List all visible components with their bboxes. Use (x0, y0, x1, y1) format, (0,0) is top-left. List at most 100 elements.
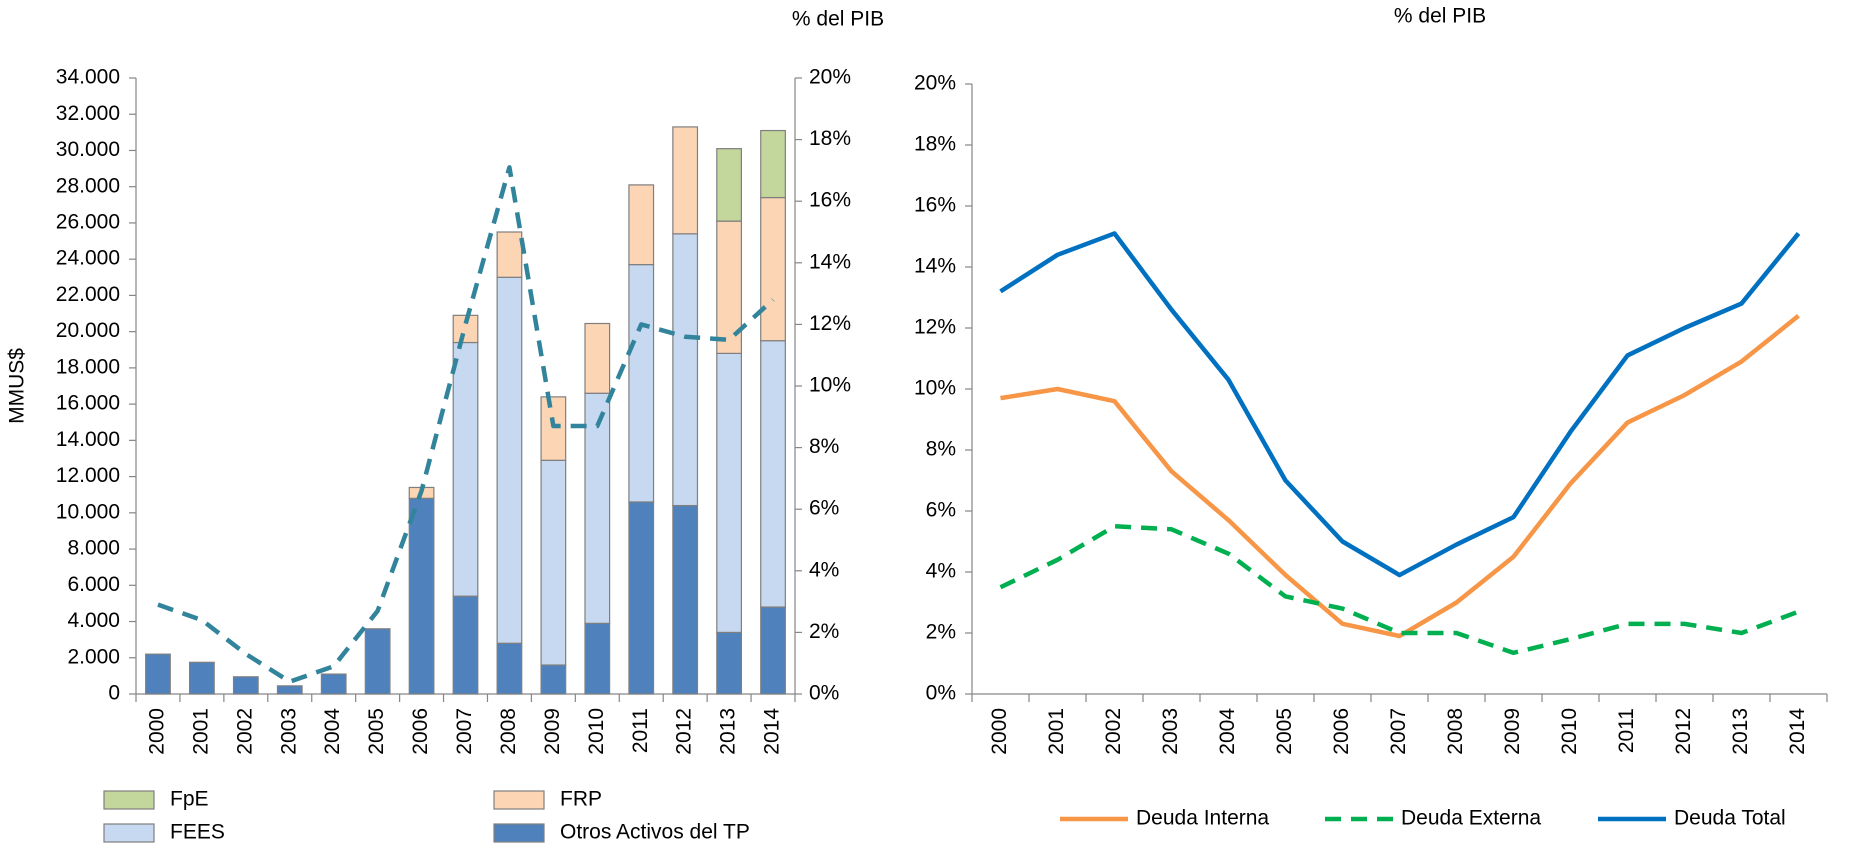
x-tick-label: 2007 (1387, 708, 1410, 755)
legend-label: FRP (560, 788, 602, 811)
y-tick-label: 12.000 (56, 464, 120, 487)
y2-tick-label: 10% (809, 374, 851, 397)
y-tick-label: 16.000 (56, 392, 120, 415)
legend-label: Deuda Interna (1136, 807, 1269, 830)
bar-segment (540, 664, 567, 695)
y-tick-label: 22.000 (56, 283, 120, 306)
y-tick-label: 20.000 (56, 319, 120, 342)
bar-segment (188, 661, 215, 695)
y-tick-label: 14% (914, 255, 956, 278)
bar-segment (760, 196, 786, 342)
legend-swatch (493, 790, 545, 810)
line (999, 231, 1801, 578)
y-tick-label: 10% (914, 377, 956, 400)
x-tick-label: 2000 (988, 708, 1011, 755)
bar-segment (452, 314, 479, 344)
y-tick-label: 18.000 (56, 355, 120, 378)
y2-tick-label: 8% (809, 435, 839, 458)
x-tick-label: 2013 (717, 708, 740, 755)
y2-tick-label: 12% (809, 312, 851, 335)
y-tick-label: 30.000 (56, 138, 120, 161)
bar-segment (716, 352, 743, 634)
legend-swatch (103, 790, 155, 810)
y2-tick-label: 18% (809, 127, 851, 150)
y-tick-label: 16% (914, 194, 956, 217)
bar-segment (716, 148, 743, 222)
x-tick-label: 2012 (1672, 708, 1695, 755)
y-tick-label: 10.000 (56, 500, 120, 523)
bar-segment (232, 676, 259, 695)
x-tick-label: 2008 (1444, 708, 1467, 755)
x-tick-label: 2005 (1273, 708, 1296, 755)
line (1000, 314, 1800, 639)
bar-segment (496, 642, 523, 695)
x-tick-label: 2004 (321, 708, 344, 755)
x-tick-label: 2012 (673, 708, 696, 755)
bar-segment (628, 184, 655, 266)
y-tick-label: 34.000 (56, 66, 120, 89)
y-tick-label: 2.000 (67, 645, 120, 668)
bar-segment (408, 497, 435, 695)
x-tick-label: 2003 (1159, 708, 1182, 755)
y2-tick-label: 20% (809, 66, 851, 89)
x-tick-label: 2002 (233, 708, 256, 755)
x-tick-label: 2014 (761, 708, 784, 755)
y-tick-label: 32.000 (56, 102, 120, 125)
bar-segment (760, 606, 786, 695)
y2-tick-label: 16% (809, 189, 851, 212)
legend-label: Deuda Externa (1401, 807, 1541, 830)
legend-swatch (493, 823, 545, 843)
bar-segment (716, 631, 743, 695)
x-tick-label: 2011 (629, 708, 652, 753)
y2-tick-label: 0% (809, 682, 839, 705)
y-tick-label: 20% (914, 72, 956, 95)
bar-segment (540, 396, 567, 461)
y-tick-label: 18% (914, 133, 956, 156)
y-tick-label: 6.000 (67, 573, 120, 596)
bar-segment (760, 340, 786, 608)
bar-segment (584, 392, 611, 624)
x-tick-label: 2013 (1729, 708, 1752, 755)
bar-segment (364, 628, 391, 695)
y2-tick-label: 6% (809, 497, 839, 520)
bar-segment (672, 233, 699, 507)
x-tick-label: 2001 (189, 708, 212, 755)
legend-label: FpE (170, 788, 209, 811)
y-axis-label: MMUS$ (6, 348, 29, 424)
bar-segment (760, 129, 786, 199)
x-tick-label: 2000 (146, 708, 169, 755)
bar-segment (584, 622, 611, 695)
x-tick-label: 2006 (409, 708, 432, 755)
y-tick-label: 8% (926, 438, 956, 461)
y-tick-label: 0 (108, 682, 120, 705)
x-tick-label: 2001 (1045, 708, 1068, 755)
x-tick-label: 2011 (1615, 708, 1638, 753)
y2-axis-label: % del PIB (792, 8, 884, 31)
legend-label: FEES (170, 821, 225, 844)
x-tick-label: 2002 (1102, 708, 1125, 755)
bar-segment (540, 459, 567, 666)
bar-segment (276, 685, 303, 695)
y-tick-label: 14.000 (56, 428, 120, 451)
bar-segment (496, 231, 523, 278)
x-tick-label: 2003 (277, 708, 300, 755)
chart-title: % del PIB (1394, 5, 1486, 28)
x-tick-label: 2004 (1216, 708, 1239, 755)
bar-segment (672, 126, 699, 235)
y-tick-label: 26.000 (56, 210, 120, 233)
bar-segment (672, 504, 699, 695)
x-tick-label: 2010 (1558, 708, 1581, 755)
legend-label: Deuda Total (1674, 807, 1786, 830)
bar-segment (452, 341, 479, 597)
x-tick-label: 2010 (585, 708, 608, 755)
x-tick-label: 2007 (453, 708, 476, 755)
x-tick-label: 2008 (497, 708, 520, 755)
bar-segment (628, 501, 655, 695)
y-tick-label: 0% (926, 682, 956, 705)
x-tick-label: 2009 (541, 708, 564, 755)
y2-tick-label: 2% (809, 620, 839, 643)
bar-segment (628, 264, 655, 503)
y-tick-label: 4% (926, 560, 956, 583)
x-tick-label: 2005 (365, 708, 388, 755)
bar-segment (320, 673, 347, 695)
